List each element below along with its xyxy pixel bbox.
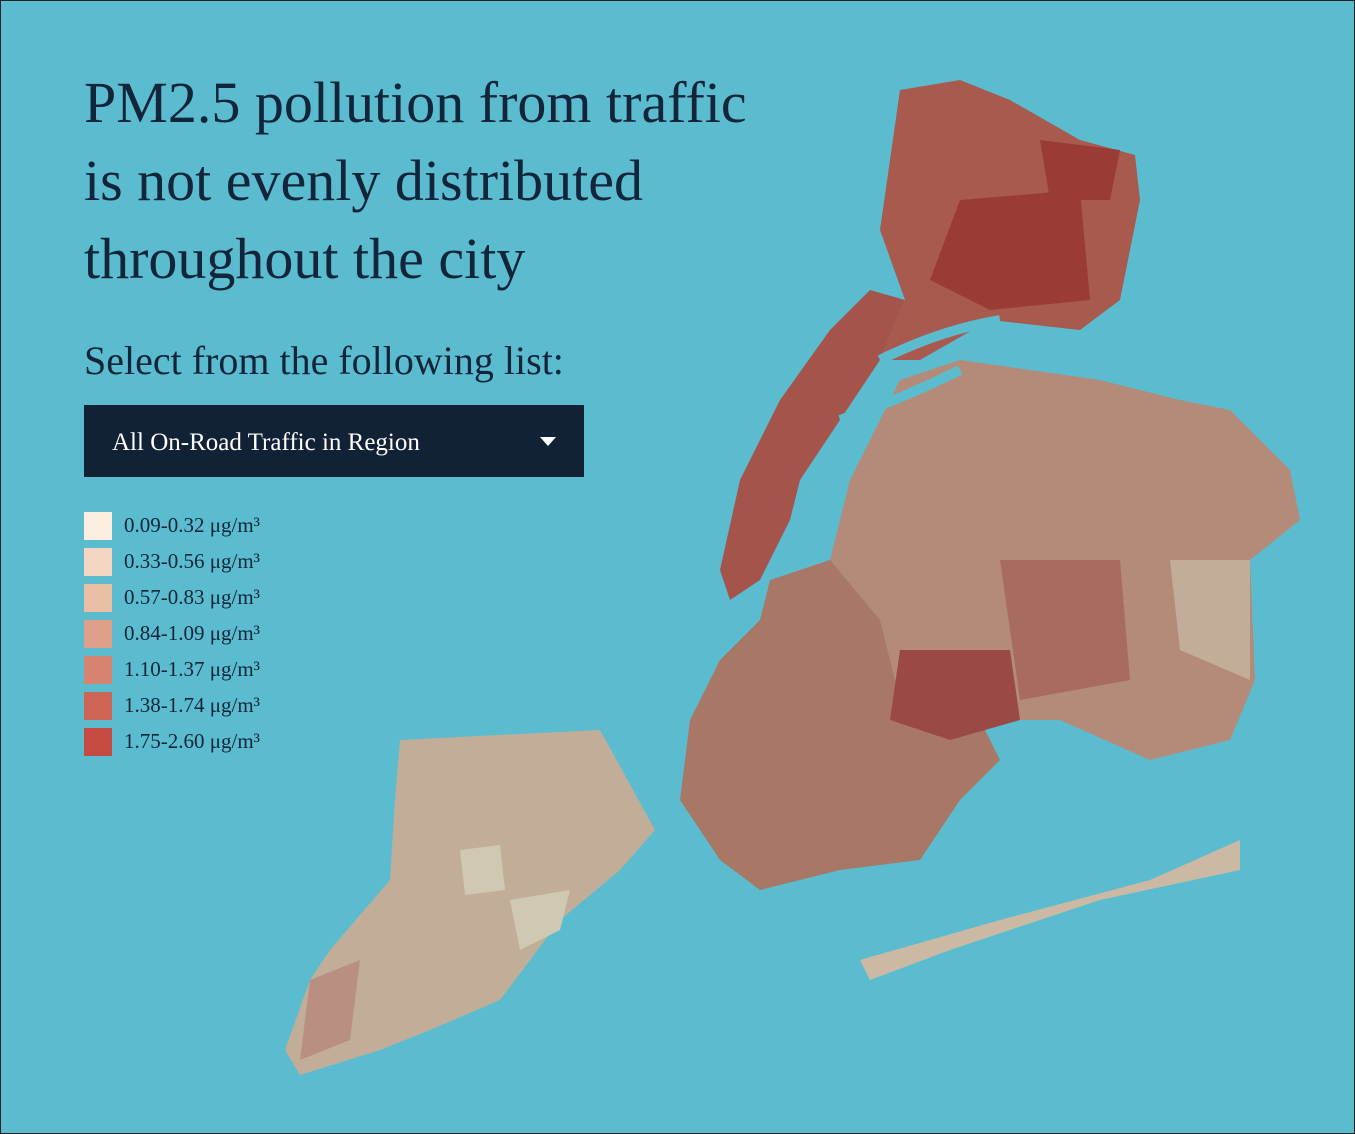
title-line: PM2.5 pollution from traffic — [84, 70, 747, 135]
staten-island-patch — [510, 890, 570, 950]
legend-swatch — [84, 692, 112, 720]
legend-label: 0.84-1.09 μg/m³ — [124, 621, 260, 645]
title-line: throughout the city — [84, 226, 525, 291]
prompt: Select from the following list: — [84, 338, 564, 383]
legend-label: 1.75-2.60 μg/m³ — [124, 729, 260, 753]
dropdown-box[interactable] — [84, 405, 584, 477]
queens-patch — [1170, 560, 1250, 680]
river — [838, 315, 1001, 425]
legend-swatch — [84, 512, 112, 540]
dropdown[interactable]: All On-Road Traffic in Region — [84, 405, 584, 477]
legend-swatch — [84, 548, 112, 576]
rockaway — [860, 840, 1240, 980]
bronx-patch — [930, 190, 1090, 310]
title: PM2.5 pollution from traffic is not even… — [84, 70, 747, 291]
legend-label: 0.57-0.83 μg/m³ — [124, 585, 260, 609]
legend: 0.09-0.32 μg/m³ 0.33-0.56 μg/m³ 0.57-0.83 … — [84, 512, 260, 756]
manhattan — [720, 290, 905, 600]
dropdown-selected[interactable]: All On-Road Traffic in Region — [112, 429, 420, 456]
bronx-patch — [1040, 140, 1120, 200]
legend-label: 0.33-0.56 μg/m³ — [124, 549, 260, 573]
staten-island — [285, 730, 655, 1075]
legend-label: 0.09-0.32 μg/m³ — [124, 513, 260, 537]
legend-label: 1.38-1.74 μg/m³ — [124, 693, 260, 717]
title-line: is not evenly distributed — [84, 148, 643, 213]
queens-patch — [1000, 560, 1130, 700]
map — [285, 80, 1300, 1075]
legend-swatch — [84, 656, 112, 684]
dropdown-arrow[interactable] — [540, 437, 556, 446]
legend-swatch — [84, 584, 112, 612]
brooklyn-patch — [890, 650, 1020, 740]
legend-label: 1.10-1.37 μg/m³ — [124, 657, 260, 681]
staten-island-patch — [460, 845, 505, 895]
brooklyn — [680, 560, 1000, 890]
legend-swatch — [84, 728, 112, 756]
legend-swatch — [84, 620, 112, 648]
staten-island-patch — [300, 960, 360, 1060]
